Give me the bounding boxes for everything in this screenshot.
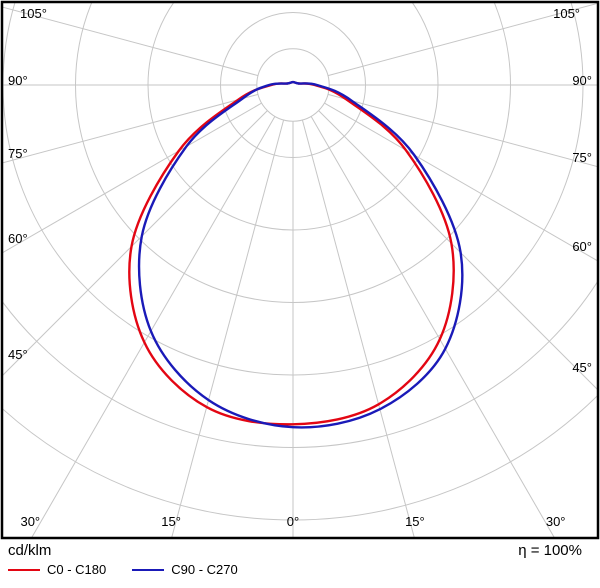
chart-footer: cd/klm η = 100% C0 - C180 C90 - C270 xyxy=(0,540,600,588)
legend-item-c0-c180: C0 - C180 xyxy=(8,562,106,577)
legend-item-c90-c270: C90 - C270 xyxy=(132,562,238,577)
polar-chart-canvas xyxy=(0,0,600,540)
legend-label-c0-c180: C0 - C180 xyxy=(47,562,107,577)
legend-line-blue xyxy=(132,568,165,571)
curve-c90-c270 xyxy=(137,80,464,429)
legend-label-c90-c270: C90 - C270 xyxy=(171,562,238,577)
polar-plot: 0° 15° 15° 30° 30° 45° 45° 60° 60° 75° 75° 90° 90° 10… xyxy=(0,0,600,540)
unit-label: cd/klm xyxy=(8,542,52,559)
efficiency-label: η = 100% xyxy=(518,542,582,559)
legend-line-red xyxy=(8,568,40,571)
footer-row: cd/klm η = 100% xyxy=(0,540,600,559)
legend: C0 - C180 C90 - C270 xyxy=(0,562,600,577)
